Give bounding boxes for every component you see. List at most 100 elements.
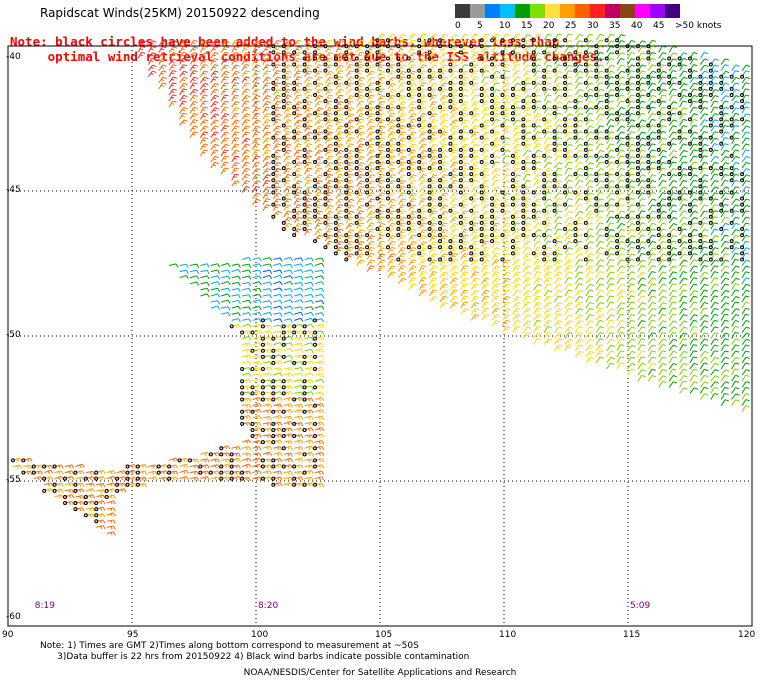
wind-barb-flag <box>275 194 279 197</box>
wind-barb-flag <box>506 107 511 110</box>
wind-barb-flag <box>694 174 699 177</box>
wind-barb-flag <box>483 170 487 172</box>
wind-barb-flag <box>652 198 657 201</box>
wind-barb-flag <box>421 48 425 51</box>
wind-barb <box>356 94 361 102</box>
contamination-circle <box>542 117 547 122</box>
wind-barb <box>377 119 382 126</box>
wind-barb-flag <box>432 76 437 79</box>
wind-barb-flag <box>225 131 230 134</box>
wind-barb <box>491 131 497 138</box>
wind-barb <box>668 131 674 138</box>
contamination-circle <box>604 172 609 177</box>
wind-barb <box>543 58 549 65</box>
wind-barb-flag <box>494 206 498 209</box>
wind-barb <box>231 94 236 102</box>
wind-barb-flag <box>443 33 448 37</box>
contamination-circle <box>719 172 724 177</box>
wind-barb-flag <box>358 151 362 154</box>
wind-barb <box>418 143 424 151</box>
wind-barb-flag <box>308 88 313 91</box>
wind-barb <box>710 168 716 175</box>
wind-barb <box>252 70 257 78</box>
wind-barb <box>418 167 424 175</box>
wind-barb-flag <box>547 88 552 91</box>
wind-barb-flag <box>441 72 446 75</box>
wind-barb-flag <box>433 167 438 170</box>
wind-barb <box>595 180 601 187</box>
wind-barb-flag <box>152 52 157 55</box>
wind-barb-flag <box>641 106 646 109</box>
wind-barb-flag <box>317 91 321 94</box>
contamination-circle <box>469 172 474 177</box>
wind-barb-flag <box>693 94 698 98</box>
wind-barb <box>668 82 674 90</box>
wind-barb-flag <box>339 179 344 182</box>
wind-barb-flag <box>245 52 250 55</box>
wind-barb-flag <box>349 192 354 195</box>
contamination-circle <box>583 172 588 177</box>
wind-barb-flag <box>298 222 303 226</box>
wind-barb-flag <box>453 131 458 133</box>
wind-barb-flag <box>161 66 165 69</box>
wind-barb-flag <box>463 121 467 124</box>
wind-barb <box>554 119 559 126</box>
wind-barb-flag <box>371 180 376 183</box>
wind-barb-flag <box>412 100 417 104</box>
wind-barb <box>262 70 268 78</box>
wind-barb <box>314 162 320 169</box>
contamination-circle <box>271 62 276 67</box>
wind-barb-flag <box>514 170 519 172</box>
contamination-circle <box>594 56 599 61</box>
wind-barb-flag <box>235 45 240 49</box>
wind-barb-flag <box>245 88 250 91</box>
wind-barb-flag <box>474 167 479 170</box>
wind-barb-flag <box>306 224 310 227</box>
wind-barb-flag <box>433 64 438 67</box>
wind-barb-flag <box>402 64 407 67</box>
contamination-circle <box>667 56 672 61</box>
wind-barb-flag <box>339 70 344 72</box>
wind-barb-flag <box>318 222 323 225</box>
wind-barb-flag <box>327 96 331 99</box>
wind-barb-flag <box>298 180 303 183</box>
wind-barb-flag <box>558 119 563 122</box>
wind-barb <box>241 186 247 193</box>
wind-barb-flag <box>620 119 625 122</box>
wind-barb-flag <box>495 39 500 42</box>
wind-barb-flag <box>339 143 344 146</box>
wind-barb-flag <box>318 143 324 147</box>
wind-barb <box>512 52 517 59</box>
wind-barb-flag <box>287 125 292 128</box>
wind-barb-flag <box>370 82 375 85</box>
wind-barb-flag <box>537 52 542 55</box>
contamination-circle <box>365 184 370 189</box>
wind-barb-flag <box>599 76 604 79</box>
contamination-circle <box>698 105 703 110</box>
wind-barb <box>189 52 195 59</box>
wind-barb-flag <box>328 82 333 85</box>
contamination-circle <box>271 184 276 189</box>
wind-barb <box>741 143 747 151</box>
contamination-circle <box>354 80 359 85</box>
wind-barb <box>241 149 247 157</box>
wind-barb-flag <box>662 155 667 158</box>
wind-barb-flag <box>494 188 498 191</box>
wind-barb-flag <box>296 127 300 130</box>
wind-barb-flag <box>349 131 354 134</box>
wind-barb-flag <box>192 91 196 94</box>
wind-barb-flag <box>360 88 365 91</box>
contamination-circle <box>469 62 474 67</box>
wind-barb-flag <box>152 64 157 68</box>
wind-barb-flag <box>631 39 636 43</box>
wind-barb-flag <box>600 155 605 159</box>
wind-barb <box>575 143 581 151</box>
wind-barb-flag <box>514 182 519 185</box>
wind-barb <box>179 95 185 102</box>
contamination-circle <box>458 111 463 116</box>
wind-barb <box>137 52 142 59</box>
wind-barb-flag <box>431 139 435 142</box>
wind-barb <box>356 100 361 108</box>
contamination-circle <box>635 99 640 104</box>
wind-barb <box>189 107 195 114</box>
